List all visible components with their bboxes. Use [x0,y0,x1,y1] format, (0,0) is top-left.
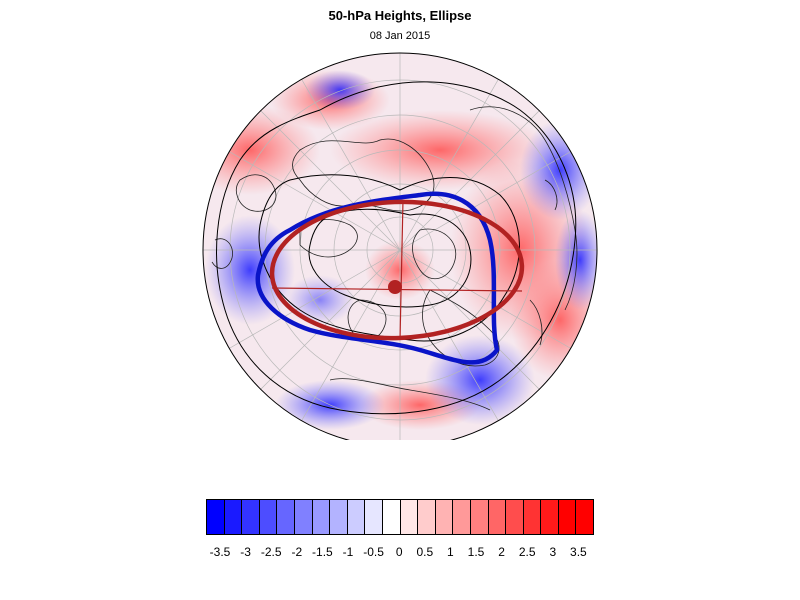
globe-outline [202,52,598,440]
colorbar-cell [400,500,419,534]
map-date: 08 Jan 2015 [369,30,431,42]
colorbar-cell [488,500,507,534]
colorbar-tick-label: -2 [291,545,303,559]
colorbar-tick-label: -3.5 [209,545,231,559]
colorbar-tick-label: -2.5 [260,545,282,559]
colorbar-tick-label: -1 [342,545,354,559]
colorbar-tick-label: 2.5 [518,545,536,559]
colorbar-cell [207,500,225,534]
colorbar-cell [506,500,524,534]
colorbar-cell [347,500,366,534]
colorbar-cell [224,500,243,534]
colorbar [206,499,594,535]
colorbar-cell [277,500,295,534]
colorbar-tick-label: 0 [395,545,403,559]
colorbar-tick-label: 3 [549,545,557,559]
colorbar-tick-label: 1 [447,545,454,559]
colorbar-tick-label: -0.5 [363,545,384,559]
colorbar-cell [418,500,436,534]
colorbar-cell [330,500,348,534]
colorbar-cell [365,500,383,534]
map-title: 50-hPa Heights, Ellipse [328,8,472,23]
colorbar-tick-label: 0.5 [416,545,434,559]
colorbar-cell [523,500,542,534]
colorbar-cell [259,500,278,534]
colorbar-cell [294,500,313,534]
colorbar-tick-label: -3 [240,545,251,559]
colorbar-cell [312,500,331,534]
colorbar-cell [453,500,471,534]
colorbar-tick-label: -1.5 [312,545,333,559]
colorbar-cell [435,500,454,534]
colorbar-cell [558,500,577,534]
colorbar-tick-labels: -3.5 -3 -2.5 -2 -1.5 -1 -0.5 0 0.5 1 1.5 2 2.5 3 3.5 [0,545,800,561]
colorbar-cell [541,500,559,534]
fitted-ellipse [269,199,525,341]
colorbar-tick-label: 3.5 [570,545,587,559]
colorbar-cell [576,500,594,534]
colorbar-tick-label: 2 [498,545,505,559]
colorbar-cell [470,500,489,534]
vortex-edge-contour [255,191,500,365]
colorbar-tick-label: 1.5 [467,545,485,559]
colorbar-cell [382,500,401,534]
polar-map [202,52,598,440]
colorbar-cell [242,500,260,534]
ellipse-center-marker [388,280,402,294]
